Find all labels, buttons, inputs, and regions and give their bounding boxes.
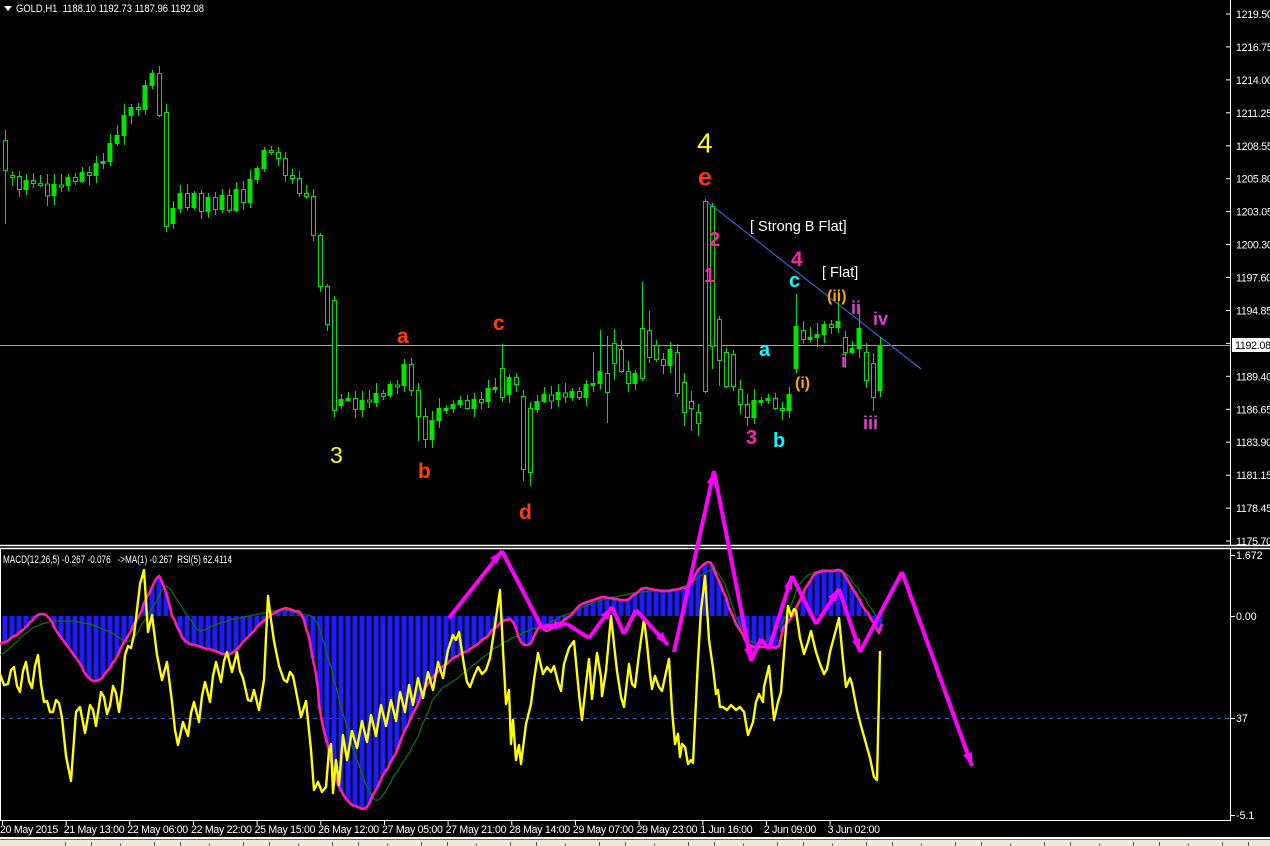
svg-text:e: e — [698, 164, 712, 192]
svg-text:1219.50: 1219.50 — [1236, 9, 1270, 21]
svg-text:28 May 14:00: 28 May 14:00 — [509, 824, 570, 836]
svg-text:29 May 23:00: 29 May 23:00 — [637, 824, 698, 836]
svg-text:1203.05: 1203.05 — [1236, 207, 1270, 219]
svg-text:1216.75: 1216.75 — [1236, 42, 1270, 54]
svg-text:22 May 22:00: 22 May 22:00 — [191, 824, 252, 836]
svg-text:2 Jun 09:00: 2 Jun 09:00 — [764, 824, 816, 836]
svg-text:c: c — [789, 270, 800, 292]
svg-text:1205.80: 1205.80 — [1236, 174, 1270, 186]
svg-text:1211.25: 1211.25 — [1236, 108, 1270, 120]
svg-text:1.672: 1.672 — [1236, 550, 1263, 562]
svg-text:b: b — [773, 430, 785, 452]
svg-text:i: i — [841, 351, 846, 371]
svg-text:1183.90: 1183.90 — [1236, 437, 1270, 449]
svg-text:1: 1 — [704, 265, 715, 287]
svg-text:ii: ii — [851, 298, 861, 318]
svg-text:c: c — [493, 312, 505, 335]
svg-text:3 Jun 02:00: 3 Jun 02:00 — [828, 824, 880, 836]
svg-text:1189.40: 1189.40 — [1236, 371, 1270, 383]
svg-text:1186.65: 1186.65 — [1236, 404, 1270, 416]
svg-text:29 May 07:00: 29 May 07:00 — [573, 824, 634, 836]
svg-text:-5.1: -5.1 — [1236, 810, 1254, 822]
svg-text:0.00: 0.00 — [1236, 611, 1257, 623]
svg-text:b: b — [418, 460, 431, 483]
svg-text:3: 3 — [746, 427, 757, 449]
svg-text:1175.70: 1175.70 — [1236, 536, 1270, 548]
svg-text:4: 4 — [791, 248, 803, 271]
svg-text:GOLD,H1 1188.10 1192.73 1187.: GOLD,H1 1188.10 1192.73 1187.96 1192.08 — [16, 3, 204, 15]
svg-text:1178.45: 1178.45 — [1236, 503, 1270, 515]
svg-text:21 May 13:00: 21 May 13:00 — [64, 824, 125, 836]
svg-text:2: 2 — [709, 229, 720, 251]
svg-text:a: a — [759, 339, 771, 361]
svg-text:4: 4 — [697, 128, 713, 159]
svg-text:25 May 15:00: 25 May 15:00 — [255, 824, 316, 836]
svg-text:1 Jun 16:00: 1 Jun 16:00 — [700, 824, 752, 836]
svg-text:1181.15: 1181.15 — [1236, 470, 1270, 482]
svg-text:27 May 21:00: 27 May 21:00 — [446, 824, 507, 836]
svg-text:26 May 12:00: 26 May 12:00 — [318, 824, 379, 836]
svg-text:1208.55: 1208.55 — [1236, 141, 1270, 153]
svg-text:1197.60: 1197.60 — [1236, 273, 1270, 285]
svg-text:37: 37 — [1236, 713, 1248, 725]
svg-text:22 May 06:00: 22 May 06:00 — [127, 824, 188, 836]
svg-text:iii: iii — [863, 413, 878, 433]
svg-text:d: d — [519, 501, 532, 524]
svg-text:[ Strong B Flat]: [ Strong B Flat] — [750, 219, 847, 235]
svg-text:1194.85: 1194.85 — [1236, 306, 1270, 318]
svg-text:20 May 2015: 20 May 2015 — [0, 824, 58, 836]
svg-text:1192.08: 1192.08 — [1235, 340, 1270, 352]
svg-text:iv: iv — [873, 309, 888, 329]
svg-text:(ii): (ii) — [827, 288, 847, 305]
svg-text:1200.30: 1200.30 — [1236, 240, 1270, 252]
svg-text:1214.00: 1214.00 — [1236, 75, 1270, 87]
svg-text:[ Flat]: [ Flat] — [822, 265, 858, 281]
svg-text:MACD(12,26,5) -0.267 -0.076: MACD(12,26,5) -0.267 -0.076 ->MA(1) -0.2… — [3, 554, 232, 566]
svg-text:a: a — [397, 325, 409, 348]
svg-text:27 May 05:00: 27 May 05:00 — [382, 824, 443, 836]
svg-text:3: 3 — [330, 442, 343, 468]
svg-text:(i): (i) — [795, 375, 810, 392]
